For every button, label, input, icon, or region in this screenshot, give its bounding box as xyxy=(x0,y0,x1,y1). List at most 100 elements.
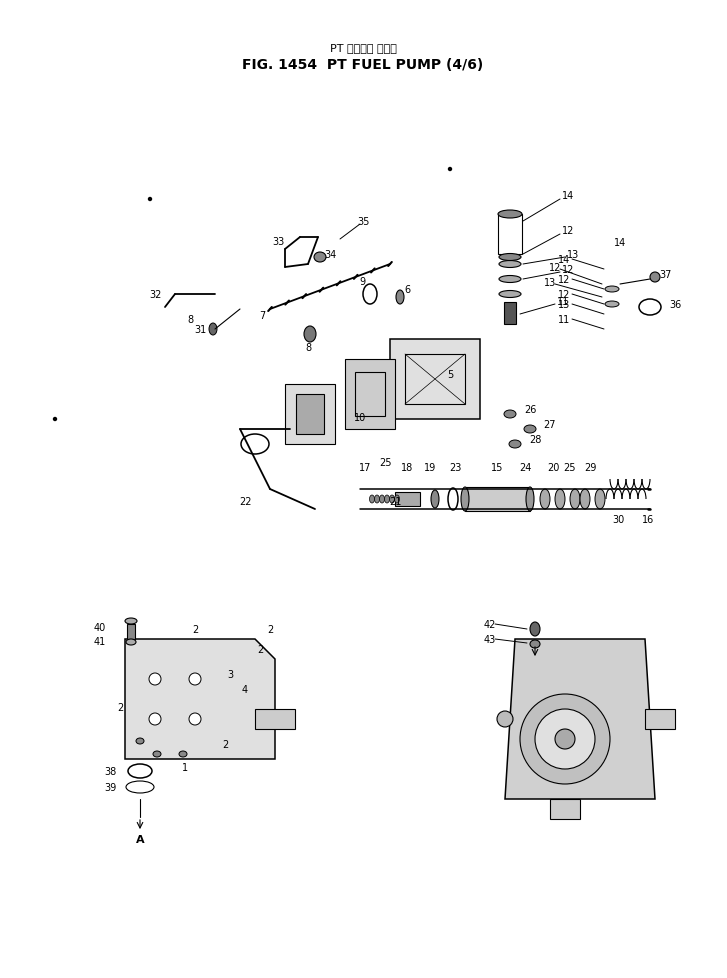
Ellipse shape xyxy=(530,641,540,648)
Text: 36: 36 xyxy=(669,299,681,310)
Text: 13: 13 xyxy=(567,249,579,260)
Text: 2: 2 xyxy=(192,624,198,635)
Ellipse shape xyxy=(149,673,161,686)
Ellipse shape xyxy=(650,273,660,283)
Text: 7: 7 xyxy=(259,311,265,321)
Polygon shape xyxy=(550,799,580,820)
Ellipse shape xyxy=(126,640,136,645)
Ellipse shape xyxy=(498,211,522,219)
Text: 41: 41 xyxy=(94,637,106,646)
Text: 25: 25 xyxy=(563,463,577,472)
Polygon shape xyxy=(127,624,135,640)
Text: 38: 38 xyxy=(104,766,116,777)
Text: FIG. 1454  PT FUEL PUMP (4/6): FIG. 1454 PT FUEL PUMP (4/6) xyxy=(242,58,483,72)
Text: 12: 12 xyxy=(558,275,570,285)
Ellipse shape xyxy=(153,751,161,757)
Text: 18: 18 xyxy=(401,463,413,472)
Ellipse shape xyxy=(524,425,536,433)
Text: 14: 14 xyxy=(558,254,570,265)
Polygon shape xyxy=(125,640,275,759)
Text: 24: 24 xyxy=(519,463,531,472)
Text: 10: 10 xyxy=(354,413,366,422)
Text: 20: 20 xyxy=(547,463,559,472)
Ellipse shape xyxy=(54,418,57,422)
Ellipse shape xyxy=(526,487,534,511)
Text: 14: 14 xyxy=(614,238,626,247)
Polygon shape xyxy=(645,709,675,730)
Text: 6: 6 xyxy=(404,285,410,294)
Text: 43: 43 xyxy=(484,635,496,645)
Polygon shape xyxy=(395,493,420,507)
Ellipse shape xyxy=(390,496,395,504)
Ellipse shape xyxy=(449,168,451,171)
Text: 13: 13 xyxy=(558,299,570,310)
Text: 12: 12 xyxy=(562,226,574,236)
Text: 28: 28 xyxy=(529,434,541,445)
Ellipse shape xyxy=(540,490,550,510)
Ellipse shape xyxy=(509,440,521,449)
Polygon shape xyxy=(505,640,655,799)
Ellipse shape xyxy=(530,622,540,637)
Text: 42: 42 xyxy=(483,619,497,630)
Text: 2: 2 xyxy=(257,645,263,654)
Text: 34: 34 xyxy=(324,249,336,260)
Text: 37: 37 xyxy=(659,270,671,280)
Text: 40: 40 xyxy=(94,622,106,633)
Ellipse shape xyxy=(499,254,521,261)
Polygon shape xyxy=(296,394,324,434)
Ellipse shape xyxy=(189,673,201,686)
Text: 30: 30 xyxy=(612,514,624,524)
Ellipse shape xyxy=(396,290,404,305)
Text: 5: 5 xyxy=(447,370,453,379)
Text: 12: 12 xyxy=(558,289,570,299)
Text: 8: 8 xyxy=(187,315,193,325)
Ellipse shape xyxy=(209,324,217,335)
Ellipse shape xyxy=(385,496,390,504)
Ellipse shape xyxy=(535,709,595,770)
Text: 33: 33 xyxy=(272,237,284,246)
Text: 14: 14 xyxy=(562,191,574,200)
Ellipse shape xyxy=(555,730,575,749)
Text: 9: 9 xyxy=(359,277,365,287)
Ellipse shape xyxy=(595,490,605,510)
Text: 2: 2 xyxy=(117,702,123,712)
Text: 4: 4 xyxy=(242,685,248,694)
Text: 23: 23 xyxy=(449,463,461,472)
Ellipse shape xyxy=(304,327,316,342)
Text: 11: 11 xyxy=(558,315,570,325)
Text: 31: 31 xyxy=(194,325,206,334)
Ellipse shape xyxy=(504,411,516,419)
Text: 2: 2 xyxy=(267,624,273,635)
Text: 35: 35 xyxy=(357,217,369,227)
Text: 21: 21 xyxy=(389,497,401,507)
Ellipse shape xyxy=(497,711,513,728)
Ellipse shape xyxy=(605,287,619,292)
Text: 16: 16 xyxy=(642,514,654,524)
Text: 17: 17 xyxy=(359,463,371,472)
Text: 19: 19 xyxy=(424,463,436,472)
Ellipse shape xyxy=(374,496,379,504)
Text: 12: 12 xyxy=(562,265,574,275)
Ellipse shape xyxy=(149,713,161,726)
Ellipse shape xyxy=(499,261,521,268)
Text: 26: 26 xyxy=(524,405,537,415)
Ellipse shape xyxy=(179,751,187,757)
Text: PT フェエル ポンプ: PT フェエル ポンプ xyxy=(329,43,396,53)
Text: 12: 12 xyxy=(549,263,561,273)
Polygon shape xyxy=(504,302,516,325)
Ellipse shape xyxy=(136,738,144,744)
Ellipse shape xyxy=(520,694,610,784)
Ellipse shape xyxy=(189,713,201,726)
Text: 15: 15 xyxy=(491,463,503,472)
Ellipse shape xyxy=(148,199,151,201)
Text: 8: 8 xyxy=(305,342,311,353)
Text: 22: 22 xyxy=(238,497,252,507)
Ellipse shape xyxy=(555,490,565,510)
Polygon shape xyxy=(285,384,335,445)
Ellipse shape xyxy=(379,496,385,504)
Polygon shape xyxy=(390,339,480,420)
Ellipse shape xyxy=(499,276,521,284)
Text: 32: 32 xyxy=(149,289,161,299)
Ellipse shape xyxy=(461,487,469,511)
Text: 3: 3 xyxy=(227,669,233,680)
